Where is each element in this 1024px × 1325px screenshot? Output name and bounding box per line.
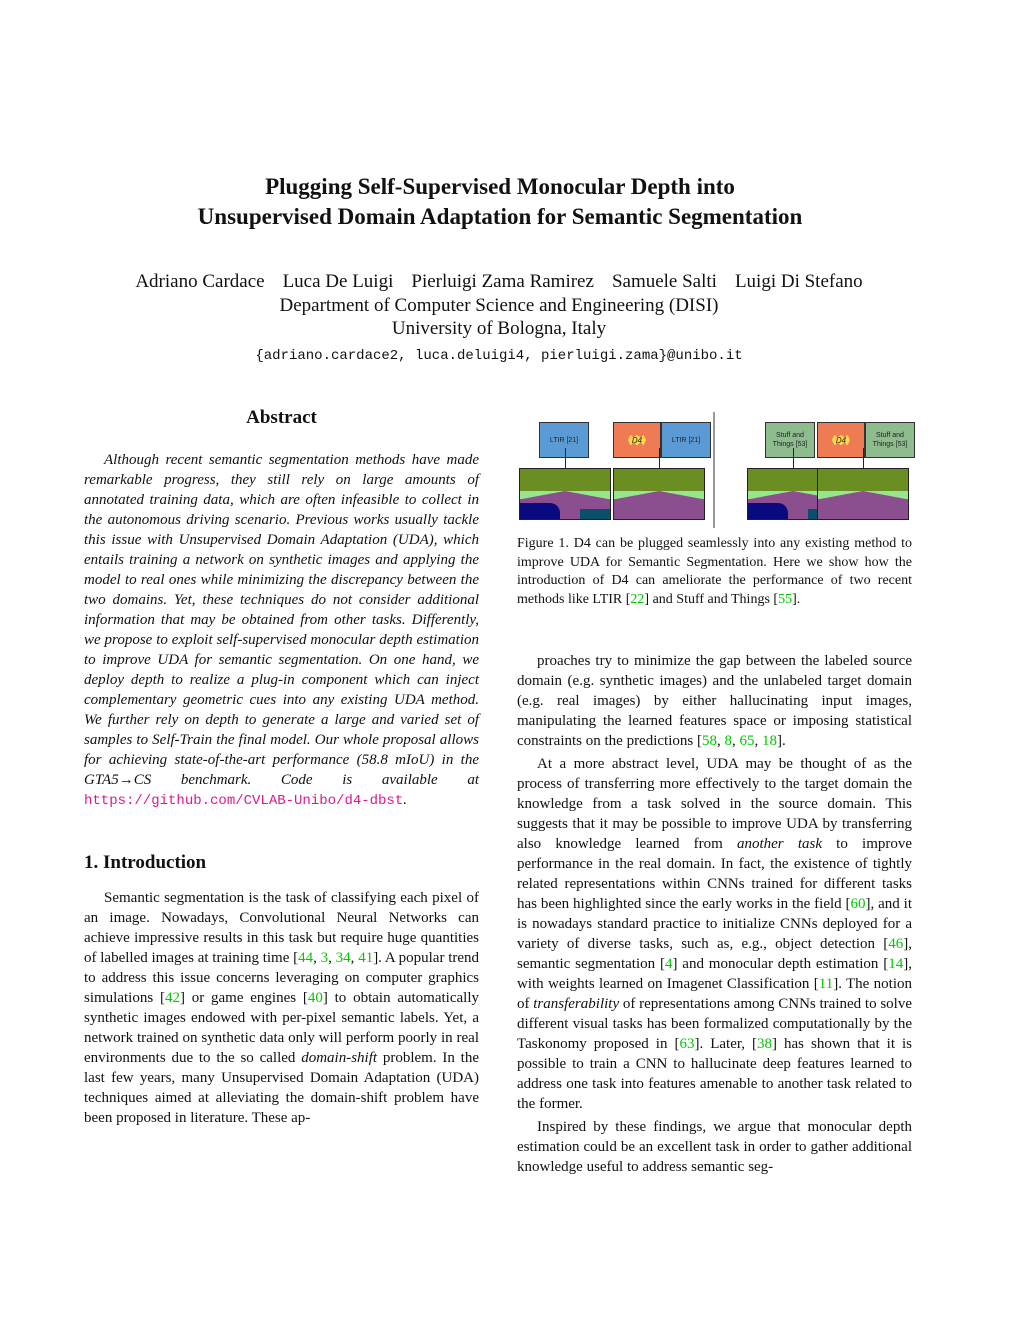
text-run: ], and it is nowadays standard practice …: [517, 896, 912, 952]
abstract-heading: Abstract: [246, 407, 317, 428]
citation-link[interactable]: 58: [701, 733, 717, 749]
citation-link[interactable]: 41: [358, 950, 374, 966]
citation-link[interactable]: 38: [757, 1036, 772, 1052]
paper-title: Plugging Self-Supervised Monocular Depth…: [0, 172, 1000, 232]
text-run: ,: [716, 733, 725, 749]
text-run: ], with weights learned on Imagenet Clas…: [517, 956, 913, 992]
text-run: transferability: [533, 996, 620, 1012]
connector-arrow: [565, 448, 566, 468]
citation-link[interactable]: 42: [164, 990, 180, 1006]
text-run: ,: [313, 950, 321, 966]
text-run: ] has shown that it is possible to train…: [517, 1036, 913, 1112]
text-run: ].: [792, 591, 801, 607]
affiliation-univ: University of Bologna, Italy: [391, 318, 607, 339]
text-run: ,: [731, 733, 740, 749]
method-puzzle-piece: Stuff and Things [53]: [865, 422, 915, 458]
d4-burst-icon: D4: [627, 434, 647, 446]
author-name: Luigi Di Stefano: [734, 271, 863, 292]
method-puzzle-piece: LTIR [21]: [661, 422, 711, 458]
text-run: Semantic segmentation is the task of cla…: [84, 890, 479, 966]
figure-divider: [713, 412, 715, 528]
citation-link[interactable]: 8: [724, 733, 732, 749]
text-run: ]. Later, [: [694, 1036, 757, 1052]
citation-link[interactable]: 3: [320, 950, 329, 966]
connector-arrow: [793, 448, 794, 468]
text-run: At a more abstract level, UDA may be tho…: [517, 756, 912, 852]
citation-link[interactable]: 14: [888, 956, 904, 972]
author-name: Adriano Cardace: [135, 271, 265, 292]
citation-link[interactable]: 11: [818, 976, 834, 992]
text-run: ] and Stuff and Things [: [644, 591, 779, 607]
citation-link[interactable]: 18: [761, 733, 777, 749]
right-column: Figure 1. D4 can be plugged seamlessly i…: [517, 535, 912, 1177]
method-label: LTIR [21]: [671, 436, 701, 444]
text-run: ]. A popular trend to address this issue…: [84, 950, 480, 1006]
text-run: ] and monocular depth estimation [: [672, 956, 889, 972]
d4-puzzle-piece: D4: [817, 422, 865, 458]
text-run: ,: [328, 950, 336, 966]
author-name: Luca De Luigi: [282, 271, 394, 292]
method-label: LTIR [21]: [549, 436, 579, 444]
citation-link[interactable]: 65: [739, 733, 755, 749]
text-run: Although recent semantic segmentation me…: [84, 452, 479, 788]
author-names: Adriano Cardace Luca De Luigi Pierluigi Za…: [0, 270, 998, 294]
text-run: another task: [736, 836, 822, 852]
text-run: problem. In the last few years, many Uns…: [84, 1050, 480, 1126]
paragraph: At a more abstract level, UDA may be tho…: [517, 754, 912, 1114]
citation-link[interactable]: 4: [664, 956, 673, 972]
introduction-text: Semantic segmentation is the task of cla…: [84, 888, 479, 1128]
text-run: Inspired by these findings, we argue tha…: [517, 1119, 912, 1175]
method-puzzle-piece: LTIR [21]: [539, 422, 589, 458]
author-block: Adriano Cardace Luca De Luigi Pierluigi Za…: [0, 270, 998, 368]
introduction-heading: 1. Introduction: [84, 852, 207, 873]
citation-link[interactable]: 60: [850, 896, 866, 912]
abstract-text: Although recent semantic segmentation me…: [84, 450, 479, 811]
citation-link[interactable]: 34: [335, 950, 351, 966]
paragraph: proaches try to minimize the gap between…: [517, 651, 912, 751]
title-line-1: Plugging Self-Supervised Monocular Depth…: [265, 174, 735, 199]
citation-link[interactable]: 63: [679, 1036, 695, 1052]
citation-link[interactable]: 22: [630, 591, 645, 607]
citation-link[interactable]: 55: [778, 591, 793, 607]
text-run: ] to obtain automatically synthetic imag…: [84, 990, 479, 1066]
text-run: of representations among CNNs trained to…: [517, 996, 913, 1052]
method-puzzle-piece: Stuff and Things [53]: [765, 422, 815, 458]
figure-1-caption: Figure 1. D4 can be plugged seamlessly i…: [517, 535, 912, 609]
citation-link[interactable]: 44: [298, 950, 314, 966]
code-url-link[interactable]: https://github.com/CVLAB-Unibo/d4-dbst: [84, 793, 404, 809]
author-name: Pierluigi Zama Ramirez: [411, 271, 594, 292]
figure-1: LTIR [21] D4 LTIR [21] Stuff and Things [53…: [517, 412, 915, 530]
paragraph: Inspired by these findings, we argue tha…: [517, 1117, 912, 1177]
citation-link[interactable]: 46: [888, 936, 904, 952]
text-run: ], semantic segmentation [: [517, 936, 912, 972]
text-run: proaches try to minimize the gap between…: [517, 653, 912, 749]
affiliation-dept: Department of Computer Science and Engin…: [279, 294, 719, 316]
text-run: ,: [754, 733, 762, 749]
text-run: ] or game engines [: [179, 990, 308, 1006]
text-run: ]. The notion of: [517, 976, 912, 1012]
method-label: Stuff and Things [53]: [872, 432, 908, 448]
title-line-2: Unsupervised Domain Adaptation for Seman…: [197, 204, 803, 229]
d4-puzzle-piece: D4: [613, 422, 661, 458]
text-run: .: [403, 792, 408, 808]
text-run: ].: [776, 733, 786, 749]
segmentation-result-image: [817, 468, 909, 520]
left-column: Abstract Although recent semantic segmen…: [84, 408, 479, 1128]
text-run: Figure 1. D4 can be plugged seamlessly i…: [517, 536, 912, 607]
segmentation-result-image: [519, 468, 611, 520]
author-emails: {adriano.cardace2, luca.deluigi4, pierlu…: [255, 347, 743, 364]
author-name: Samuele Salti: [611, 271, 717, 292]
citation-link[interactable]: 40: [307, 990, 323, 1006]
text-run: to improve performance in the real domai…: [517, 836, 913, 912]
d4-burst-icon: D4: [831, 434, 851, 446]
text-run: ,: [350, 950, 359, 966]
connector-arrow: [863, 448, 864, 468]
method-label: Stuff and Things [53]: [772, 432, 808, 448]
connector-arrow: [659, 448, 660, 468]
text-run: domain-shift: [301, 1050, 378, 1066]
segmentation-result-image: [613, 468, 705, 520]
